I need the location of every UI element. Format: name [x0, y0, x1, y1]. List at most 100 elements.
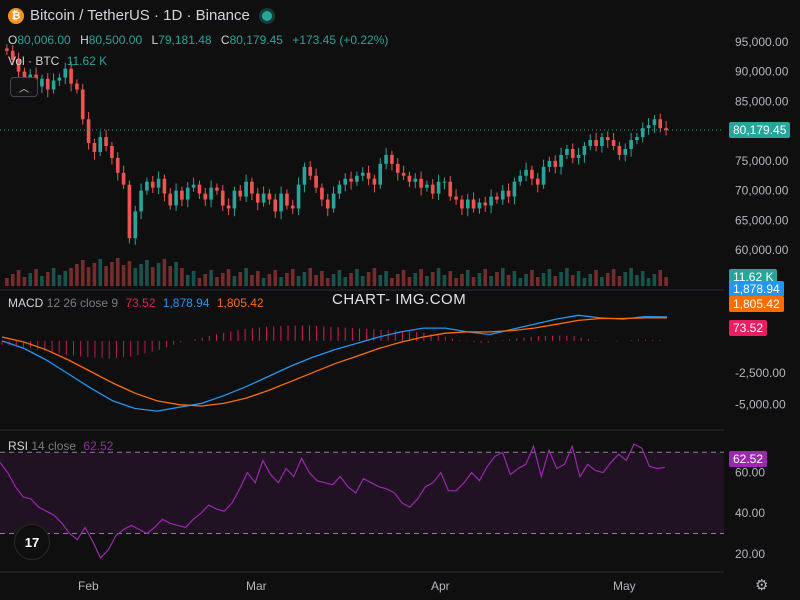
- volume-bar: [652, 274, 657, 286]
- rsi-legend: RSI 14 close 62.52: [8, 439, 113, 453]
- candle-body: [442, 181, 447, 183]
- high-key: H: [80, 33, 89, 47]
- macd-name: MACD: [8, 296, 44, 310]
- time-axis-tick: Apr: [431, 579, 450, 593]
- volume-bar: [250, 275, 254, 286]
- volume-bar: [145, 260, 149, 286]
- candle-body: [215, 187, 219, 191]
- volume-bar: [425, 276, 429, 286]
- candle-body: [139, 190, 143, 212]
- candle-body: [413, 178, 418, 182]
- collapse-legend-button[interactable]: ︿: [10, 77, 38, 97]
- tradingview-logo-icon: 17: [24, 534, 40, 550]
- candle-body: [273, 199, 278, 212]
- volume-bar: [635, 275, 639, 286]
- price-change: +173.45 (+0.22%): [292, 33, 389, 47]
- volume-bar: [331, 274, 336, 286]
- candle-body: [255, 193, 260, 203]
- candle-body: [150, 181, 155, 188]
- candle-body: [250, 181, 254, 194]
- candle-body: [477, 202, 482, 209]
- candle-body: [75, 83, 79, 90]
- volume-bar: [547, 269, 552, 286]
- volume-bar: [506, 275, 511, 286]
- candle-body: [337, 184, 342, 194]
- volume-legend: Vol · BTC 11.62 K: [8, 54, 107, 68]
- volume-bar: [168, 266, 173, 286]
- market-open-status-icon: [261, 10, 272, 21]
- price-axis-tick: 70,000.00: [735, 184, 789, 198]
- volume-bar: [209, 270, 213, 286]
- volume-label: Vol · BTC: [8, 54, 60, 68]
- candle-body: [430, 184, 435, 194]
- candle-body: [168, 193, 173, 206]
- volume-bar: [535, 277, 540, 286]
- candle-body: [489, 196, 493, 206]
- candle-body: [92, 143, 97, 152]
- candle-body: [360, 172, 365, 176]
- tradingview-logo[interactable]: 17: [14, 524, 50, 560]
- open-key: O: [8, 33, 18, 47]
- volume-bar: [255, 271, 260, 286]
- volume-bar: [104, 266, 108, 286]
- volume-bar: [378, 275, 383, 286]
- candle-body: [63, 68, 68, 78]
- candle-body: [530, 169, 534, 179]
- macd-signal-tag: 1,805.42: [729, 296, 784, 312]
- candle-body: [104, 137, 108, 146]
- volume-bar: [349, 273, 353, 286]
- volume-bar: [465, 270, 470, 286]
- candle-body: [448, 181, 453, 197]
- volume-bar: [156, 263, 161, 286]
- rsi-band-fill: [0, 452, 724, 534]
- volume-bar: [133, 268, 138, 286]
- volume-bar: [220, 273, 225, 286]
- candle-body: [623, 148, 628, 155]
- volume-bar: [273, 270, 278, 286]
- candle-body: [535, 178, 540, 185]
- candle-body: [617, 146, 622, 155]
- time-axis-tick: Feb: [78, 579, 99, 593]
- candle-body: [51, 80, 56, 90]
- volume-bar: [582, 278, 587, 286]
- candle-body: [121, 172, 126, 185]
- volume-bar: [22, 277, 27, 286]
- symbol-title: ₿ Bitcoin / TetherUS · 1D · Binance: [8, 7, 272, 24]
- candle-body: [611, 140, 616, 146]
- volume-bar: [617, 276, 622, 286]
- macd-params: 12 26 close 9: [46, 296, 119, 310]
- candle-body: [658, 119, 663, 129]
- candle-body: [232, 190, 237, 209]
- macd-signal-line: [1, 317, 668, 407]
- candle-body: [652, 119, 657, 126]
- volume-bar: [658, 270, 663, 286]
- volume-bar: [45, 272, 50, 286]
- candle-body: [133, 211, 138, 239]
- volume-bar: [436, 268, 441, 286]
- candle-body: [465, 199, 470, 209]
- symbol-name[interactable]: Bitcoin / TetherUS · 1D · Binance: [30, 7, 250, 24]
- volume-bar: [320, 271, 324, 286]
- candle-body: [541, 166, 546, 185]
- volume-bar: [92, 263, 97, 286]
- volume-bar: [267, 274, 272, 286]
- rsi-axis-tick: 20.00: [735, 547, 765, 561]
- price-axis-tick: 85,000.00: [735, 94, 789, 108]
- candle-body: [302, 166, 307, 185]
- ohlc-legend: O80,006.00 H80,500.00 L79,181.48 C80,179…: [8, 33, 394, 47]
- volume-bar: [127, 261, 132, 286]
- candle-body: [162, 178, 167, 194]
- volume-bar: [512, 271, 517, 286]
- volume-bar: [524, 274, 528, 286]
- candle-body: [325, 199, 330, 209]
- time-axis-tick: May: [613, 579, 636, 593]
- candle-body: [372, 178, 377, 185]
- volume-bar: [384, 271, 388, 286]
- candle-body: [355, 175, 359, 182]
- price-axis-tick: 75,000.00: [735, 154, 789, 168]
- settings-gear-icon[interactable]: ⚙: [755, 577, 769, 594]
- volume-bar: [337, 270, 342, 286]
- volume-bar: [5, 278, 9, 286]
- volume-bar: [460, 274, 464, 286]
